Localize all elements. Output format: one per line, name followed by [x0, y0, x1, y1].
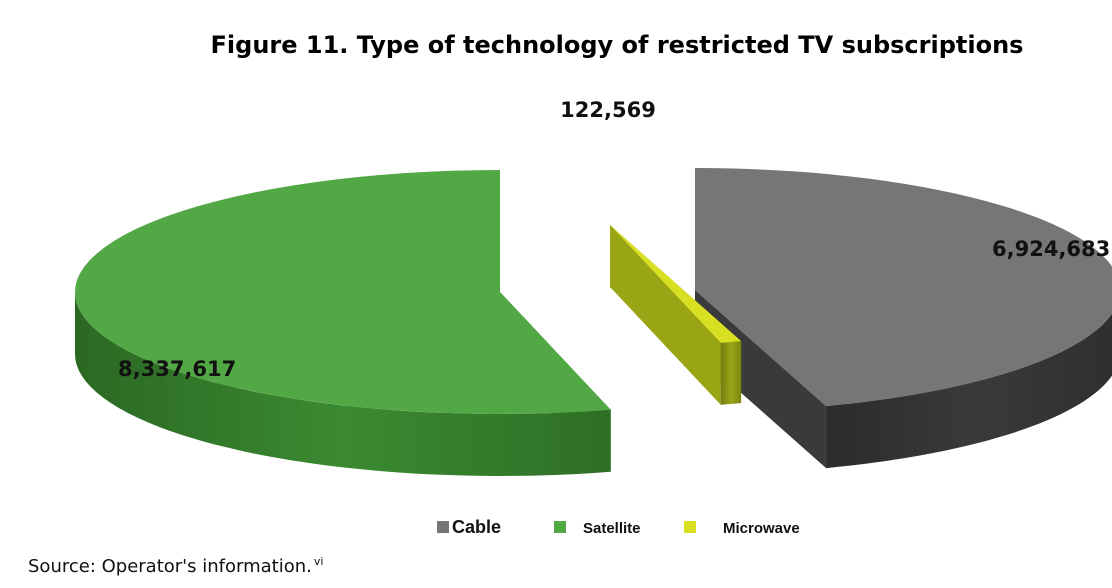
slice-cable-side-shade [826, 313, 1112, 469]
slice-satellite-top [75, 170, 611, 414]
pie-slices [75, 168, 1112, 476]
legend-item-satellite: Satellite [554, 520, 641, 537]
legend-swatch-cable [437, 521, 449, 533]
legend-swatch-satellite [554, 521, 566, 533]
data-label-microwave: 122,569 [560, 98, 656, 122]
legend-label-microwave: Microwave [723, 520, 800, 537]
data-label-cable: 6,924,683 [992, 237, 1110, 261]
chart-title: Figure 11. Type of technology of restric… [211, 31, 1024, 59]
legend-swatch-microwave [684, 521, 696, 533]
legend-label-satellite: Satellite [583, 520, 641, 537]
slice-satellite [75, 170, 611, 476]
slice-microwave-side-shade [720, 341, 742, 405]
source-note: Source: Operator's information. vi [28, 555, 323, 577]
source-text: Source: Operator's information. [28, 556, 312, 577]
data-label-satellite: 8,337,617 [118, 357, 236, 381]
slice-microwave-wall-1 [610, 225, 721, 405]
legend: Cable Satellite Microwave [437, 517, 800, 537]
legend-label-cable: Cable [452, 517, 501, 537]
slice-microwave [610, 225, 742, 405]
slice-microwave-top [610, 225, 742, 343]
footnote-marker: vi [313, 555, 324, 568]
slice-cable-top [695, 168, 1112, 407]
data-labels: 6,924,683 8,337,617 122,569 [118, 98, 1110, 381]
legend-item-microwave: Microwave [684, 520, 800, 537]
slice-satellite-side-shade [75, 292, 611, 476]
legend-item-cable: Cable [437, 517, 501, 537]
slice-cable [695, 168, 1112, 469]
